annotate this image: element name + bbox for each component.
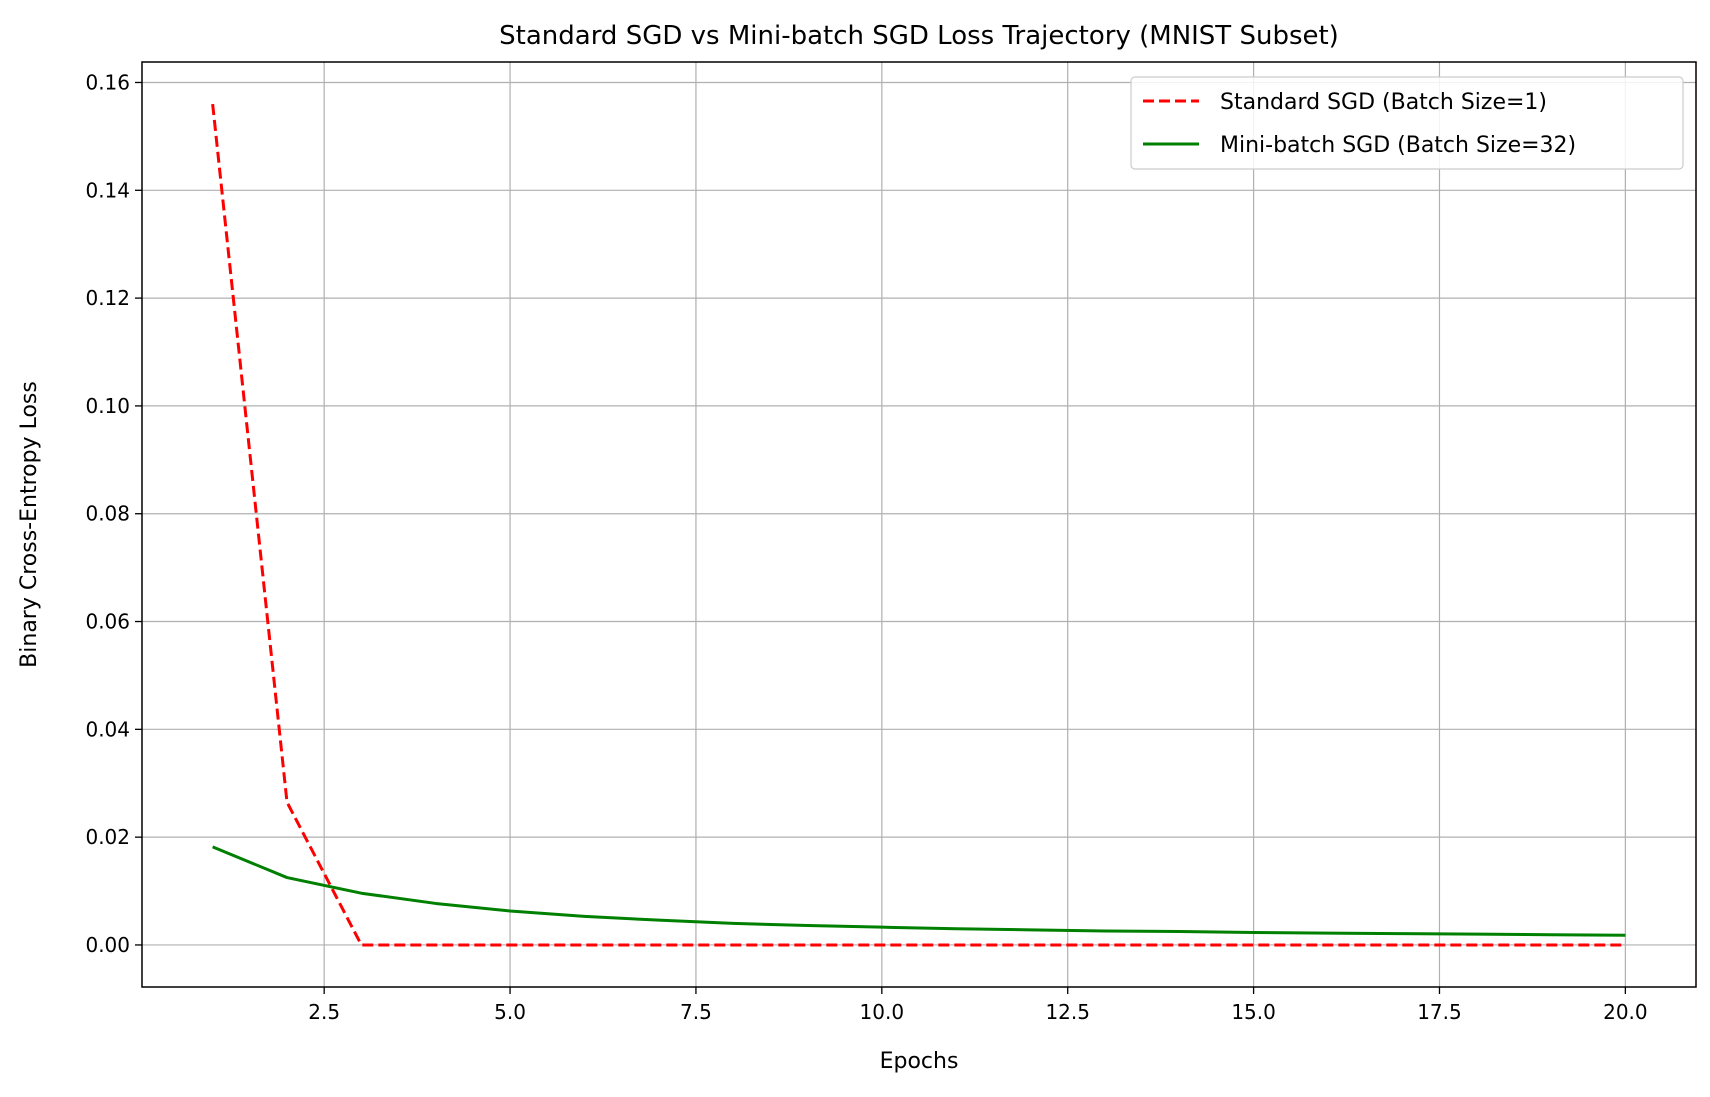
- x-tick-label: 12.5: [1045, 1000, 1090, 1024]
- legend: Standard SGD (Batch Size=1) Mini-batch S…: [1130, 76, 1684, 170]
- y-tick-label: 0.04: [85, 717, 130, 741]
- x-tick-label: 20.0: [1603, 1000, 1648, 1024]
- x-tick-label: 10.0: [860, 1000, 905, 1024]
- x-tick-label: 5.0: [494, 1000, 526, 1024]
- y-axis-label: Binary Cross-Entropy Loss: [17, 381, 42, 668]
- plot-frame: [141, 61, 1697, 988]
- chart-title: Standard SGD vs Mini-batch SGD Loss Traj…: [499, 21, 1339, 51]
- x-axis-label: Epochs: [880, 1049, 959, 1074]
- y-tick-label: 0.10: [85, 394, 130, 418]
- y-tick-label: 0.14: [85, 178, 130, 202]
- series-layer: [211, 103, 1626, 947]
- y-tick-label: 0.06: [85, 610, 130, 634]
- legend-label-standard-sgd: Standard SGD (Batch Size=1): [1220, 90, 1547, 115]
- legend-box: [1130, 76, 1684, 170]
- series-line-mini-batch-sgd: [212, 845, 1626, 937]
- axis-ticks: 2.5 5.0 7.5 10.0 12.5 15.0 17.5 20.0 0.00 0.02 0.0…: [85, 70, 1647, 1024]
- x-tick-label: 2.5: [308, 1000, 340, 1024]
- y-tick-label: 0.02: [85, 825, 130, 849]
- x-tick-label: 7.5: [680, 1000, 712, 1024]
- series-line-standard-sgd: [211, 103, 1626, 947]
- x-tick-label: 15.0: [1231, 1000, 1276, 1024]
- y-tick-label: 0.08: [85, 502, 130, 526]
- legend-label-mini-batch-sgd: Mini-batch SGD (Batch Size=32): [1220, 133, 1576, 158]
- y-tick-label: 0.00: [85, 933, 130, 957]
- x-tick-label: 17.5: [1417, 1000, 1462, 1024]
- y-tick-label: 0.12: [85, 286, 130, 310]
- y-tick-label: 0.16: [85, 70, 130, 94]
